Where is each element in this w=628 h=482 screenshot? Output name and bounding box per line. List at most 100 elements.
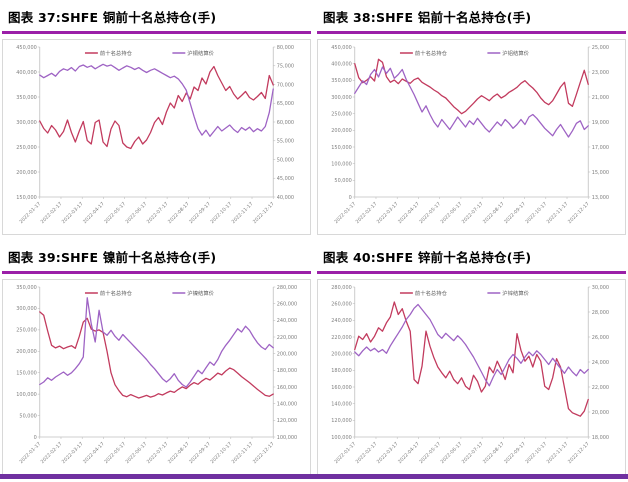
left-axis-label: 300,000 xyxy=(331,95,351,101)
x-axis-date-label: 2022-03-17 xyxy=(376,201,400,225)
right-axis-label: 23,000 xyxy=(592,70,609,76)
legend-label: 沪锌结算价 xyxy=(502,289,529,297)
legend-item: 沪锌结算价 xyxy=(487,289,530,297)
legend-label: 前十名总持仓 xyxy=(100,289,133,297)
left-axis-label: 280,000 xyxy=(331,285,351,291)
legend-label: 沪铝结算价 xyxy=(502,49,529,57)
right-axis-label: 80,000 xyxy=(277,45,294,51)
x-axis-date-label: 2022-05-17 xyxy=(103,201,127,225)
right-axis-label: 28,000 xyxy=(592,310,609,316)
x-axis-date-label: 2022-02-17 xyxy=(355,201,379,225)
x-axis-date-label: 2022-05-17 xyxy=(418,441,442,465)
left-axis-label: 240,000 xyxy=(331,318,351,324)
x-axis-date-label: 2022-01-17 xyxy=(333,441,357,465)
legend-label: 沪镍结算价 xyxy=(187,289,214,297)
right-axis-label: 65,000 xyxy=(277,101,294,107)
right-axis-label: 40,000 xyxy=(277,195,294,201)
left-axis-label: 400,000 xyxy=(331,61,351,67)
x-axis-date-label: 2022-07-17 xyxy=(146,441,170,465)
legend-label: 前十名总持仓 xyxy=(100,49,133,57)
x-axis-date-label: 2022-08-17 xyxy=(482,441,506,465)
right-axis-label: 20,000 xyxy=(592,410,609,416)
chart-37-canvas: 450,000 400,000 350,000 300,000 250,000 200,0… xyxy=(16,45,294,225)
chart-37-plot-area: 450,000 400,000 350,000 300,000 250,000 200,0… xyxy=(2,39,311,235)
right-axis-label: 260,000 xyxy=(277,301,297,307)
x-axis-date-label: 2022-10-17 xyxy=(524,441,548,465)
right-axis-label: 18,000 xyxy=(592,435,609,441)
left-axis-label: 0 xyxy=(349,195,352,201)
right-axis-label: 45,000 xyxy=(277,176,294,182)
panel-chart-38: 图表 38:SHFE 铝前十名总持仓(手) 450,000 400,000 350,… xyxy=(317,0,626,235)
x-axis-date-label: 2022-02-17 xyxy=(355,441,379,465)
x-axis-date-label: 2022-05-17 xyxy=(418,201,442,225)
left-axis-label: 250,000 xyxy=(16,145,36,151)
left-axis-label: 150,000 xyxy=(16,371,36,377)
series-line-price xyxy=(354,303,589,387)
chart-38-canvas: 450,000 400,000 350,000 300,000 250,000 200,0… xyxy=(331,45,609,225)
right-axis-label: 15,000 xyxy=(592,170,609,176)
x-axis-date-label: 2022-08-17 xyxy=(482,201,506,225)
right-axis-label: 75,000 xyxy=(277,64,294,70)
x-axis-date-label: 2022-06-17 xyxy=(440,201,464,225)
chart-37-title: 图表 37:SHFE 铜前十名总持仓(手) xyxy=(8,10,217,25)
x-axis-date-label: 2022-07-17 xyxy=(461,201,485,225)
x-axis-date-label: 2022-08-17 xyxy=(167,441,191,465)
x-axis-date-label: 2022-11-17 xyxy=(546,441,570,465)
x-axis-date-label: 2022-09-17 xyxy=(188,441,212,465)
legend-item: 沪镍结算价 xyxy=(172,289,215,297)
chart-37-title-divider xyxy=(2,31,311,34)
x-axis-date-label: 2022-04-17 xyxy=(82,441,106,465)
left-axis-label: 220,000 xyxy=(331,335,351,341)
legend-item: 前十名总持仓 xyxy=(399,49,448,57)
left-axis-label: 0 xyxy=(34,435,37,441)
series-line-positions xyxy=(354,58,589,115)
x-axis-date-label: 2022-10-17 xyxy=(524,201,548,225)
right-axis-label: 280,000 xyxy=(277,285,297,291)
x-axis-date-label: 2022-07-17 xyxy=(146,201,170,225)
left-axis-label: 50,000 xyxy=(19,413,36,419)
x-axis-date-label: 2022-12-17 xyxy=(567,441,591,465)
x-axis-date-label: 2022-10-17 xyxy=(209,441,233,465)
right-axis-label: 26,000 xyxy=(592,335,609,341)
chart-39-canvas: 350,000 300,000 250,000 200,000 150,000 100,0… xyxy=(16,285,297,465)
panel-chart-37: 图表 37:SHFE 铜前十名总持仓(手) 450,000 400,000 350,… xyxy=(2,0,311,235)
left-axis-label: 250,000 xyxy=(331,111,351,117)
chart-40-title-divider xyxy=(317,271,626,274)
x-axis-date-label: 2022-12-17 xyxy=(252,201,276,225)
x-axis-date-label: 2022-12-17 xyxy=(567,201,591,225)
page-footer-divider xyxy=(0,474,628,479)
right-axis-label: 24,000 xyxy=(592,360,609,366)
right-axis-label: 55,000 xyxy=(277,139,294,145)
x-axis-date-label: 2022-02-17 xyxy=(40,201,64,225)
left-axis-label: 400,000 xyxy=(16,70,36,76)
left-axis-label: 160,000 xyxy=(331,385,351,391)
right-axis-label: 60,000 xyxy=(277,120,294,126)
left-axis-label: 200,000 xyxy=(16,349,36,355)
charts-row-top: 图表 37:SHFE 铜前十名总持仓(手) 450,000 400,000 350,… xyxy=(2,0,626,235)
x-axis-date-label: 2022-03-17 xyxy=(376,441,400,465)
x-axis-date-label: 2022-04-17 xyxy=(82,201,106,225)
x-axis-date-label: 2022-11-17 xyxy=(231,441,255,465)
chart-39-title: 图表 39:SHFE 镍前十名总持仓(手) xyxy=(8,250,217,265)
x-axis-date-label: 2022-11-17 xyxy=(546,201,570,225)
left-axis-label: 260,000 xyxy=(331,301,351,307)
left-axis-label: 350,000 xyxy=(16,95,36,101)
left-axis-label: 350,000 xyxy=(331,78,351,84)
x-axis-date-label: 2022-11-17 xyxy=(231,201,255,225)
panel-chart-39: 图表 39:SHFE 镍前十名总持仓(手) 350,000 300,000 250,… xyxy=(2,235,311,475)
series-line-price xyxy=(39,63,274,137)
left-axis-label: 100,000 xyxy=(16,392,36,398)
legend-item: 前十名总持仓 xyxy=(399,289,448,297)
x-axis-date-label: 2022-01-17 xyxy=(18,201,42,225)
legend-item: 沪铜结算价 xyxy=(172,49,215,57)
panel-chart-40: 图表 40:SHFE 锌前十名总持仓(手) 280,000 260,000 240,… xyxy=(317,235,626,475)
legend-item: 前十名总持仓 xyxy=(84,49,133,57)
chart-40-plot-area: 280,000 260,000 240,000 220,000 200,000 180,0… xyxy=(317,279,626,475)
left-axis-label: 350,000 xyxy=(16,285,36,291)
left-axis-label: 450,000 xyxy=(331,45,351,51)
legend-item: 前十名总持仓 xyxy=(84,289,133,297)
left-axis-label: 300,000 xyxy=(16,120,36,126)
series-line-price xyxy=(354,66,589,138)
left-axis-label: 200,000 xyxy=(331,351,351,357)
x-axis-date-label: 2022-12-17 xyxy=(252,441,276,465)
